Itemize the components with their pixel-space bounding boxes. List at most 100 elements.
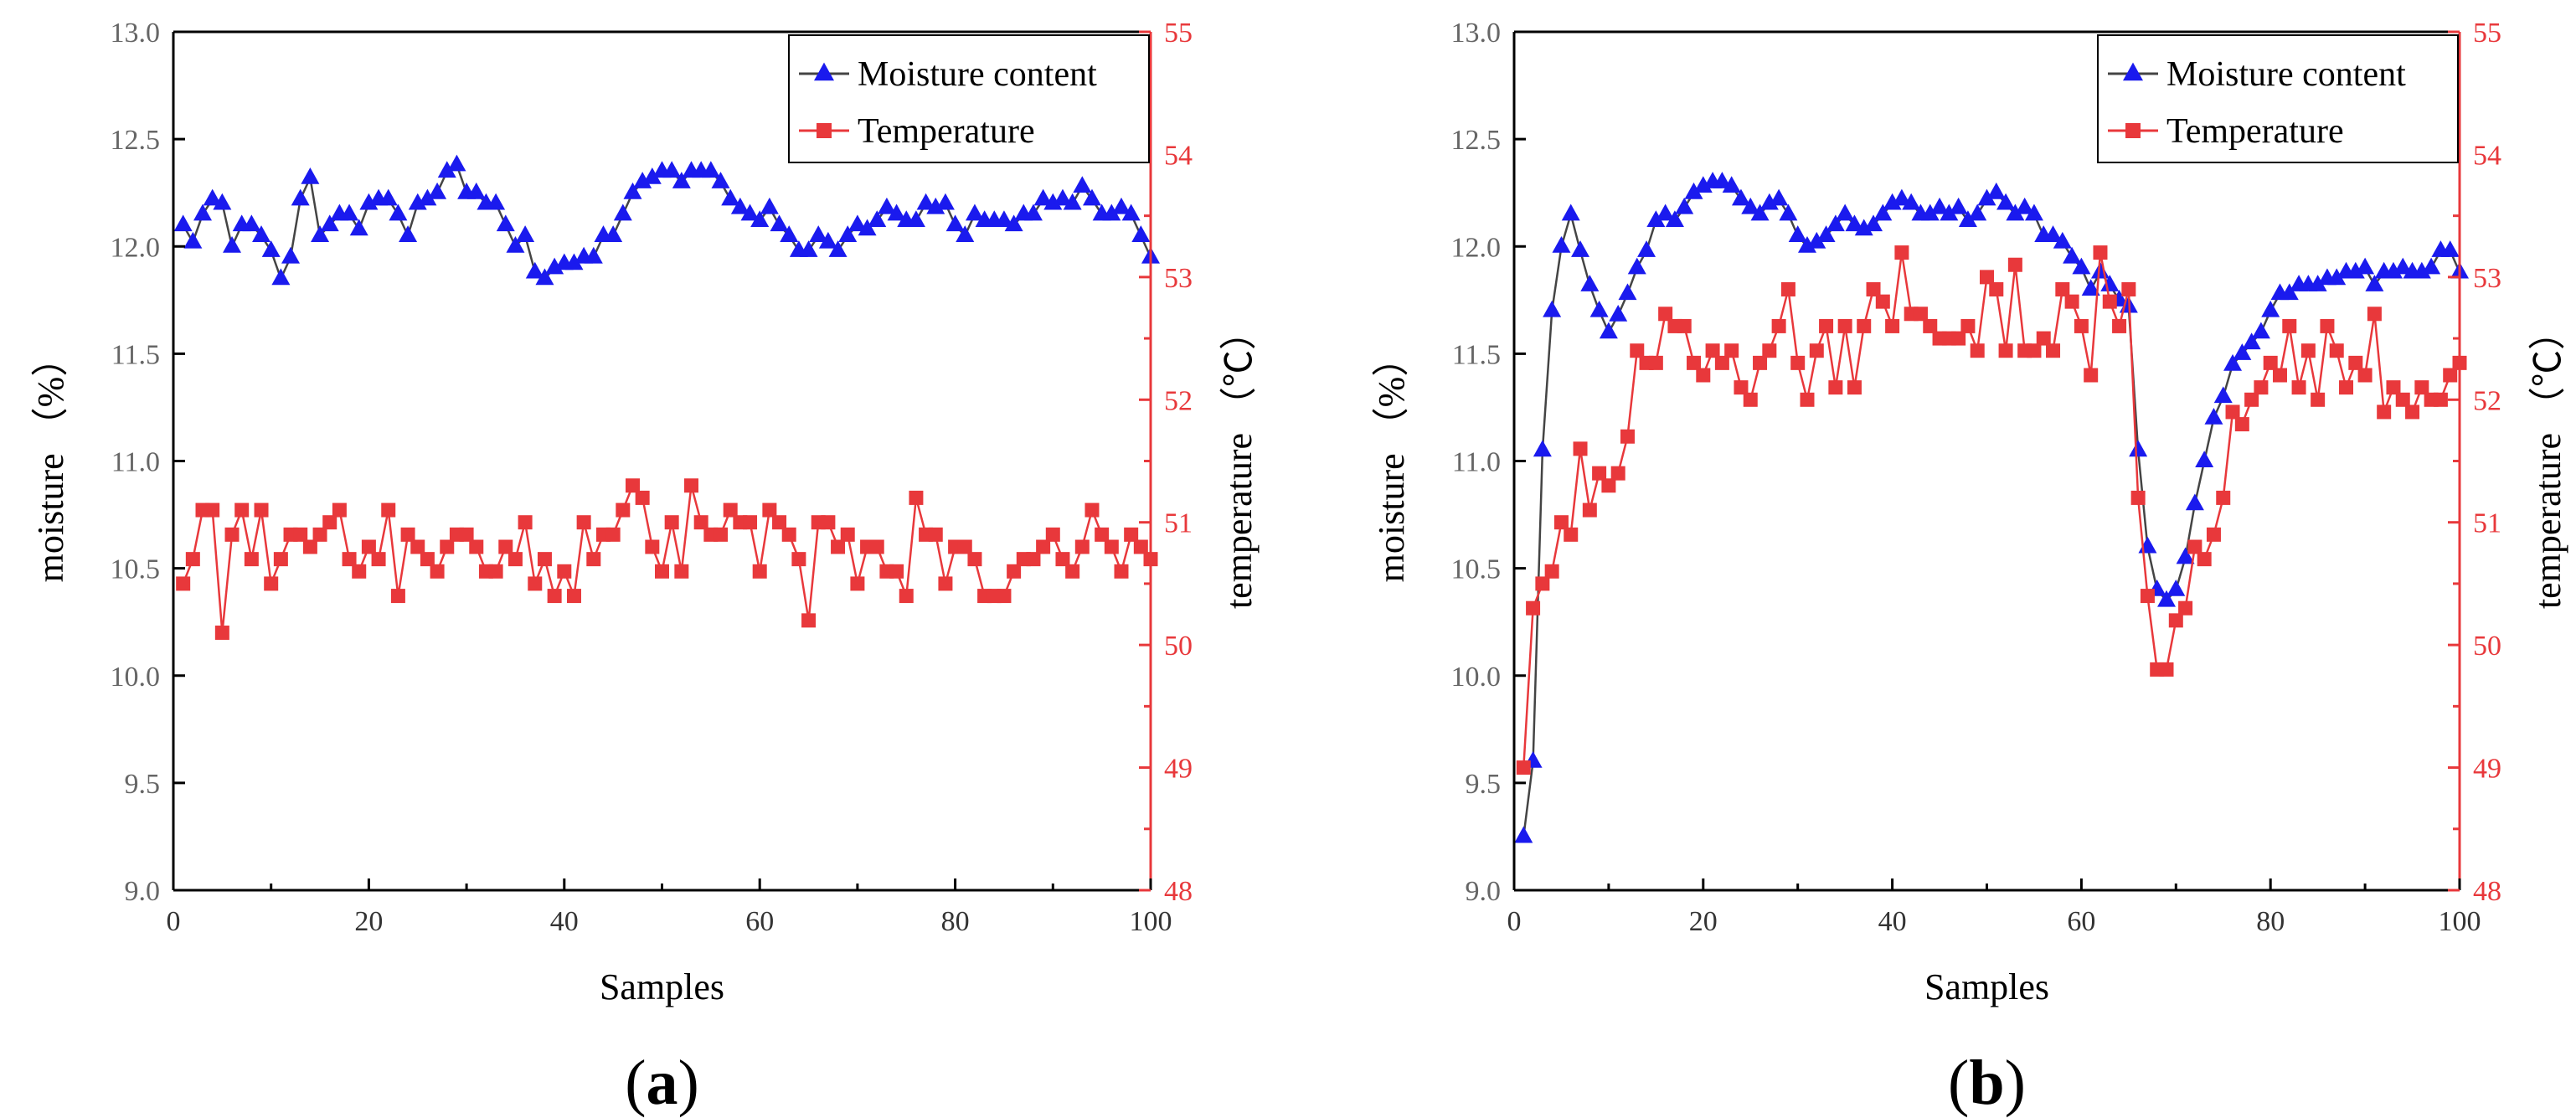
- panel-a-temperature-point: [488, 564, 503, 579]
- panel-a-temperature-point: [381, 502, 396, 518]
- panel-b-y2-tick-label: 48: [2473, 876, 2501, 907]
- panel-b-temperature-point: [2064, 294, 2079, 309]
- panel-b-y-axis-title: moisture （%）: [1371, 340, 1412, 583]
- panel-a-moisture-point: [711, 172, 730, 188]
- panel-b-temperature-point: [2074, 318, 2089, 333]
- panel-b-temperature-point: [2159, 662, 2174, 677]
- panel-a-moisture-point: [389, 204, 408, 221]
- panel-b-moisture-point: [2015, 197, 2034, 214]
- panel-b-legend-box: [2097, 34, 2459, 163]
- panel-a-moisture-point: [1131, 225, 1151, 242]
- panel-b-temperature-point: [2216, 490, 2231, 505]
- panel-a-temperature-point: [342, 552, 357, 567]
- panel-b-moisture-point: [2176, 547, 2195, 564]
- panel-a-moisture-point: [935, 193, 955, 210]
- panel-b-legend-marker-temperature: [2125, 123, 2141, 138]
- panel-a-temperature-point: [684, 478, 699, 493]
- panel-b-temperature-point: [1894, 245, 1909, 260]
- panel-b-temperature-point: [2311, 392, 2326, 407]
- panel-b-moisture-point: [2024, 204, 2043, 221]
- panel-a-moisture-point: [1004, 214, 1023, 232]
- panel-b-x-tick-label: 60: [2067, 906, 2095, 937]
- panel-a-x-tick-label: 60: [745, 906, 774, 937]
- panel-b-moisture-point: [1968, 204, 1987, 221]
- panel-b-temperature-point: [2244, 392, 2259, 407]
- panel-a-moisture-point: [956, 225, 975, 242]
- panel-a-temperature-point: [293, 527, 308, 542]
- panel-b-moisture-point: [2393, 257, 2413, 275]
- panel-b-temperature-point: [1526, 600, 1541, 616]
- panel-a-y2-axis-title: temperature （℃）: [1218, 313, 1260, 609]
- panel-a-y-tick-label: 10.0: [111, 662, 161, 693]
- panel-a-temperature-point: [420, 552, 435, 567]
- panel-b-temperature-point: [1724, 343, 1739, 358]
- panel-b-temperature-point: [1885, 318, 1900, 333]
- panel-a-legend-marker-temperature: [817, 123, 832, 138]
- panel-b-moisture-point: [1807, 231, 1826, 249]
- panel-b-temperature-point: [1648, 355, 1663, 370]
- panel-a-y-axis-title: moisture （%）: [30, 340, 71, 583]
- panel-b-temperature-point: [2329, 343, 2344, 358]
- panel-a-moisture-point: [399, 225, 418, 242]
- panel-a-y-tick-label: 12.0: [111, 232, 161, 263]
- panel-a-moisture-point: [1121, 204, 1141, 221]
- panel-a-moisture-point: [496, 214, 515, 232]
- panel-b-temperature-point: [2320, 318, 2335, 333]
- panel-b-legend: Moisture content Temperature: [2097, 34, 2459, 163]
- panel-a-temperature-point: [1055, 552, 1070, 567]
- panel-a-legend-box: [788, 34, 1150, 163]
- panel-a-moisture-point: [193, 204, 213, 221]
- panel-b-moisture-point: [2100, 275, 2120, 291]
- panel-b-moisture-point: [1986, 182, 2006, 199]
- panel-b-moisture-point: [1665, 210, 1684, 228]
- panel-b-moisture-point: [1731, 188, 1750, 206]
- panel-b-moisture-point: [1864, 214, 1883, 232]
- panel-a-temperature-point: [312, 527, 327, 542]
- panel-b-temperature-point: [2443, 368, 2458, 383]
- panel-a-moisture-point: [1033, 188, 1053, 206]
- panel-a-temperature-point: [1084, 502, 1100, 518]
- panel-a-moisture-point: [799, 240, 818, 257]
- panel-a-moisture-point: [887, 204, 906, 221]
- panel-a-temperature-point: [518, 515, 533, 530]
- panel-a-moisture-point: [721, 188, 740, 206]
- panel-b-temperature-point: [1630, 343, 1645, 358]
- panel-b-y2-tick-label: 50: [2473, 631, 2501, 662]
- panel-b-moisture-point: [1750, 204, 1770, 221]
- panel-a-temperature-point: [459, 527, 474, 542]
- panel-b-moisture-point: [2166, 579, 2186, 596]
- panel-b-moisture-point: [2383, 261, 2403, 279]
- panel-a-x-axis-title: Samples: [600, 966, 724, 1007]
- panel-a-temperature-point: [430, 564, 445, 579]
- panel-b-temperature-point: [2433, 392, 2448, 407]
- panel-b-moisture-point: [1779, 204, 1798, 221]
- panel-a-temperature-point: [498, 539, 513, 554]
- panel-b-temperature-point: [2357, 368, 2372, 383]
- panel-b-moisture-markers: [1514, 172, 2469, 843]
- panel-a-temperature-point: [273, 552, 288, 567]
- panel-a-temperature-point: [576, 515, 591, 530]
- panel-b-temperature-point: [2093, 245, 2108, 260]
- panel-a-moisture-point: [613, 204, 632, 221]
- panel-b-label-close: ): [2005, 1048, 2026, 1118]
- panel-a-temperature-point: [1045, 527, 1060, 542]
- panel-b-temperature-point: [2084, 368, 2099, 383]
- panel-b-temperature-point: [2187, 539, 2202, 554]
- panel-a-moisture-point: [740, 204, 760, 221]
- panel-b-y-tick-label: 12.0: [1451, 232, 1502, 263]
- panel-a-moisture-point: [516, 225, 535, 242]
- panel-a-y2-tick-label: 52: [1164, 385, 1193, 416]
- panel-a-y-tick-label: 9.5: [125, 769, 161, 800]
- panel-b-moisture-point: [2081, 279, 2100, 296]
- panel-a-moisture-point: [730, 197, 750, 214]
- panel-a-moisture-point: [428, 182, 447, 199]
- panel-b-moisture-point: [1845, 214, 1864, 232]
- panel-b-temperature-point: [1809, 343, 1824, 358]
- panel-a-temperature-point: [1026, 552, 1041, 567]
- panel-a-temperature-point: [586, 552, 601, 567]
- panel-b-moisture-point: [1883, 193, 1902, 210]
- panel-b-moisture-point: [1646, 210, 1666, 228]
- panel-b-moisture-point: [1656, 204, 1675, 221]
- panel-a-moisture-point: [604, 225, 623, 242]
- panel-a-temperature-point: [234, 502, 250, 518]
